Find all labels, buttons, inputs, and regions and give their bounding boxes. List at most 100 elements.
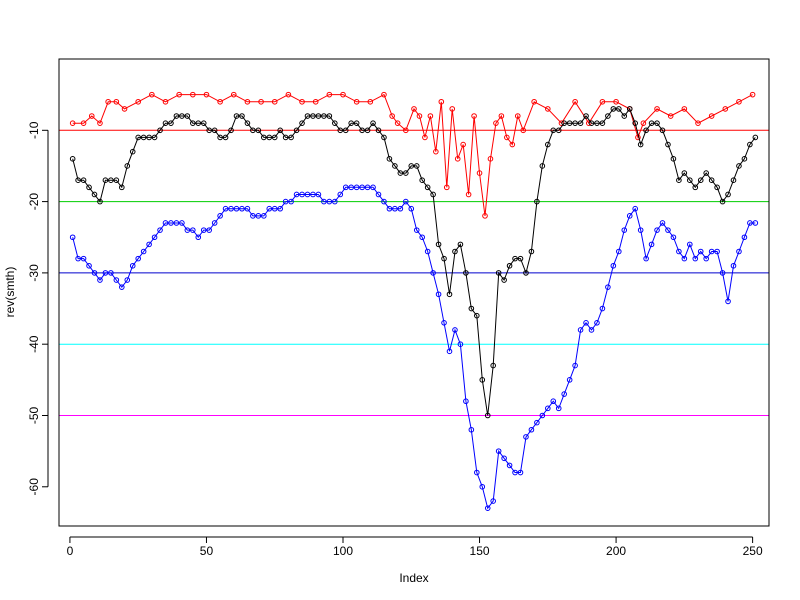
data-point bbox=[637, 227, 644, 233]
data-point bbox=[75, 177, 81, 184]
data-point bbox=[454, 156, 461, 162]
data-point bbox=[135, 255, 141, 262]
data-point bbox=[200, 120, 207, 126]
data-point bbox=[151, 234, 158, 241]
data-point bbox=[244, 98, 251, 105]
data-point bbox=[463, 398, 469, 405]
data-point bbox=[162, 98, 169, 105]
data-point bbox=[151, 134, 158, 141]
data-point bbox=[681, 170, 688, 176]
data-point bbox=[424, 184, 431, 191]
data-point bbox=[621, 113, 628, 119]
data-point bbox=[643, 127, 649, 134]
data-point bbox=[184, 227, 191, 233]
data-point bbox=[504, 134, 510, 141]
data-point bbox=[501, 277, 507, 283]
data-point bbox=[403, 170, 409, 176]
data-point bbox=[97, 198, 103, 205]
data-point bbox=[594, 120, 600, 126]
data-point bbox=[643, 255, 649, 262]
data-point bbox=[386, 156, 393, 162]
data-point bbox=[91, 270, 98, 276]
data-point bbox=[250, 127, 256, 134]
data-point bbox=[687, 241, 693, 248]
data-point bbox=[250, 213, 256, 219]
data-point bbox=[392, 163, 398, 169]
data-point bbox=[321, 113, 327, 119]
data-point bbox=[463, 270, 469, 276]
data-point bbox=[747, 141, 753, 148]
data-point bbox=[332, 198, 338, 205]
data-point bbox=[520, 127, 527, 134]
data-point bbox=[501, 455, 507, 462]
data-point bbox=[108, 177, 114, 184]
data-point bbox=[545, 106, 551, 112]
data-point bbox=[555, 405, 562, 412]
series-1 bbox=[69, 106, 759, 419]
y-axis: -10 -20 -30 -40 -50 -60 bbox=[27, 121, 49, 495]
data-point bbox=[168, 120, 174, 126]
data-point bbox=[465, 191, 472, 198]
data-point bbox=[282, 134, 289, 141]
data-point bbox=[632, 205, 638, 212]
data-point bbox=[430, 270, 436, 276]
data-point bbox=[457, 241, 464, 248]
data-point bbox=[752, 220, 759, 226]
data-point bbox=[446, 291, 453, 298]
data-point bbox=[517, 255, 524, 262]
data-point bbox=[528, 426, 535, 433]
data-point bbox=[493, 120, 499, 126]
data-point bbox=[375, 127, 382, 134]
data-point bbox=[124, 163, 131, 169]
data-point bbox=[310, 191, 316, 198]
data-point bbox=[419, 234, 425, 241]
data-point bbox=[342, 127, 349, 134]
series-line-2 bbox=[72, 186, 756, 510]
data-point bbox=[676, 177, 682, 184]
data-point bbox=[124, 277, 131, 283]
data-point bbox=[80, 177, 87, 184]
data-point bbox=[561, 120, 567, 126]
data-point bbox=[211, 127, 218, 134]
data-point bbox=[113, 98, 120, 105]
data-point bbox=[588, 327, 595, 333]
data-point bbox=[211, 220, 218, 226]
data-point bbox=[102, 177, 109, 184]
data-point bbox=[736, 248, 742, 255]
data-point bbox=[610, 262, 617, 269]
data-point bbox=[479, 377, 486, 383]
data-point bbox=[168, 220, 174, 226]
data-point bbox=[474, 469, 480, 476]
data-point bbox=[348, 184, 354, 191]
data-point bbox=[512, 469, 518, 476]
data-point bbox=[381, 134, 387, 141]
data-point bbox=[348, 120, 354, 126]
data-point bbox=[397, 205, 404, 212]
data-point bbox=[640, 120, 647, 126]
data-point bbox=[670, 156, 677, 162]
data-point bbox=[539, 163, 546, 169]
data-point bbox=[681, 106, 688, 112]
data-point bbox=[91, 191, 98, 198]
data-point bbox=[648, 241, 655, 248]
data-point bbox=[725, 191, 731, 198]
data-point bbox=[687, 177, 693, 184]
data-point bbox=[288, 198, 294, 205]
data-point bbox=[258, 98, 264, 105]
data-point bbox=[353, 98, 360, 105]
data-point bbox=[367, 98, 374, 105]
data-point bbox=[676, 248, 682, 255]
data-point bbox=[490, 498, 496, 504]
data-point bbox=[659, 127, 666, 134]
data-point bbox=[217, 134, 223, 141]
data-point bbox=[719, 270, 726, 276]
data-point bbox=[670, 234, 677, 241]
data-point bbox=[452, 248, 458, 255]
data-point bbox=[665, 141, 671, 148]
data-point bbox=[449, 106, 456, 112]
data-point bbox=[285, 91, 292, 98]
y-tick-label: -50 bbox=[27, 406, 41, 424]
data-point bbox=[217, 213, 223, 219]
data-point bbox=[244, 120, 251, 126]
data-point bbox=[129, 262, 136, 269]
